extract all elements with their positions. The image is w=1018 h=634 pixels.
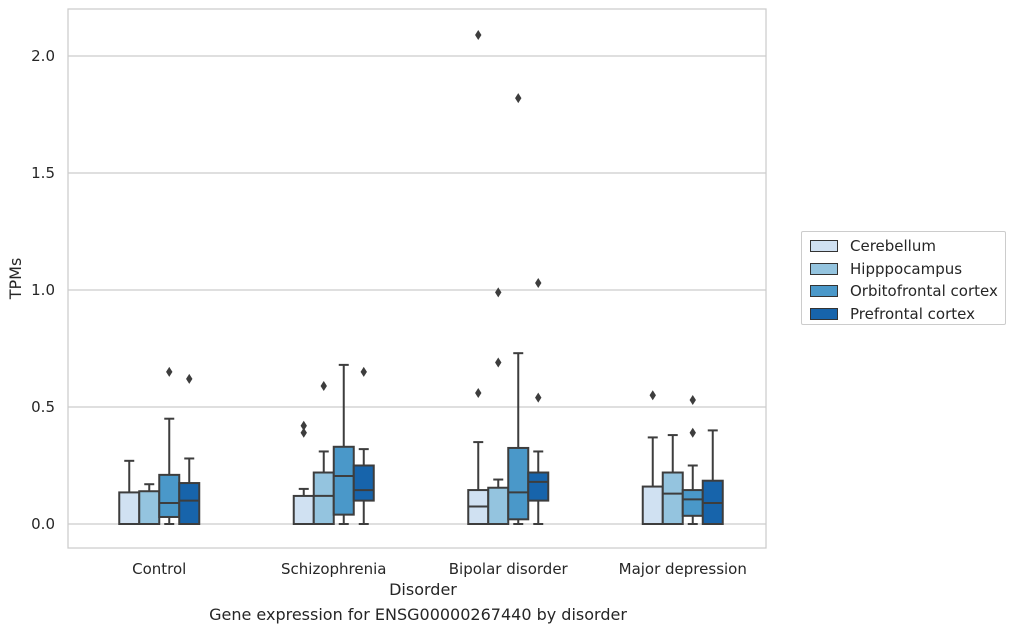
legend-item: Prefrontal cortex: [810, 305, 975, 323]
box-3-3: [701, 429, 724, 525]
box-3-1: [352, 366, 375, 525]
x-tick-label: Control: [132, 560, 186, 578]
outlier-marker: [689, 394, 696, 405]
y-tick-label: 1.5: [31, 164, 55, 182]
outlier-marker: [689, 427, 696, 438]
box-0-1: [292, 420, 315, 526]
outlier-marker: [300, 420, 307, 431]
box-body: [487, 486, 510, 526]
box-body: [312, 471, 335, 525]
box-plot-series: [118, 29, 724, 526]
x-axis-label: Disorder: [389, 580, 457, 599]
legend-swatch: [810, 240, 838, 252]
box-2-2: [507, 93, 530, 525]
outlier-marker: [320, 380, 327, 391]
y-tick-label: 0.5: [31, 398, 55, 416]
x-tick-label: Major depression: [619, 560, 747, 578]
outlier-marker: [495, 357, 502, 368]
box-body: [332, 445, 355, 516]
outlier-marker: [649, 390, 656, 401]
box-2-1: [332, 363, 355, 525]
box-body: [352, 464, 375, 502]
box-2-3: [681, 394, 704, 525]
box-body: [661, 471, 684, 525]
y-tick-label: 2.0: [31, 47, 55, 65]
box-1-2: [487, 287, 510, 526]
x-tick-label: Bipolar disorder: [449, 560, 569, 578]
outlier-marker: [495, 287, 502, 298]
legend-label: Cerebellum: [850, 237, 936, 255]
box-3-2: [527, 277, 550, 525]
y-axis-label: TPMs: [6, 258, 25, 301]
outlier-marker: [535, 277, 542, 288]
box-body: [527, 471, 550, 502]
figure-caption: Gene expression for ENSG00000267440 by d…: [209, 605, 627, 624]
outlier-marker: [300, 427, 307, 438]
outlier-marker: [475, 387, 482, 398]
grid-lines: [68, 55, 766, 525]
x-tick-label: Schizophrenia: [281, 560, 386, 578]
legend-label: Prefrontal cortex: [850, 304, 975, 323]
legend-label: Orbitofrontal cortex: [850, 282, 998, 300]
box-0-2: [467, 29, 490, 526]
legend-swatch: [810, 262, 838, 275]
box-body: [292, 494, 315, 526]
legend: Cerebellum Hipppocampus Orbitofrontal cort…: [801, 231, 1006, 325]
box-body: [178, 482, 201, 525]
y-tick-label: 1.0: [31, 281, 55, 299]
box-body: [118, 491, 141, 526]
y-axis-ticks: 0.0 0.5 1.0 1.5 2.0: [31, 47, 55, 533]
plot-frame: [67, 8, 767, 549]
legend-swatch: [810, 285, 838, 297]
box-1-3: [661, 434, 684, 525]
box-1-0: [138, 483, 161, 525]
legend-label: Hipppocampus: [850, 259, 963, 278]
outlier-marker: [360, 366, 367, 377]
box-body: [507, 446, 530, 521]
outlier-marker: [166, 366, 173, 377]
box-body: [138, 490, 161, 525]
box-body: [681, 489, 704, 517]
box-3-0: [178, 373, 201, 525]
legend-item: Hipppocampus: [810, 260, 962, 278]
outlier-marker: [475, 29, 482, 40]
outlier-marker: [535, 392, 542, 403]
box-body: [158, 473, 181, 518]
box-0-3: [641, 390, 664, 525]
outlier-marker: [186, 373, 193, 384]
legend-item: Cerebellum: [810, 237, 936, 255]
box-1-1: [312, 380, 335, 525]
box-0-0: [118, 459, 141, 526]
box-body: [641, 485, 664, 525]
y-tick-label: 0.0: [31, 515, 55, 533]
legend-item: Orbitofrontal cortex: [810, 282, 998, 300]
legend-swatch: [810, 307, 838, 320]
box-2-0: [158, 366, 181, 525]
x-axis-ticks: Control Schizophrenia Bipolar disorder Majo…: [132, 560, 747, 578]
outlier-marker: [515, 93, 522, 104]
